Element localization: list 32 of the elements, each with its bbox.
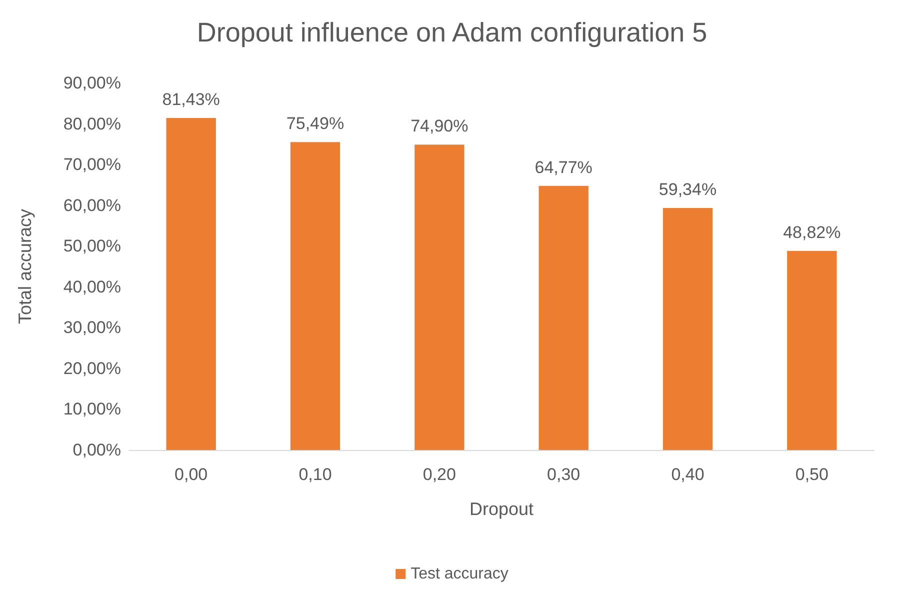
data-label: 75,49% (286, 114, 344, 134)
y-tick-label: 30,00% (63, 318, 121, 338)
chart-title: Dropout influence on Adam configuration 5 (196, 18, 708, 48)
bar (166, 118, 216, 450)
y-axis-title: Total accuracy (15, 208, 35, 324)
x-tick-label: 0,00 (174, 465, 208, 484)
x-axis-title: Dropout (469, 499, 534, 519)
x-tick-label: 0,30 (547, 465, 580, 484)
y-tick-label: 70,00% (63, 155, 121, 174)
y-tick-label: 80,00% (63, 114, 121, 134)
data-label: 59,34% (658, 180, 717, 200)
bar (787, 250, 837, 450)
y-tick-label: 90,00% (63, 74, 121, 92)
bar (290, 142, 340, 450)
data-label: 81,43% (162, 90, 220, 109)
y-tick-label: 0,00% (72, 440, 121, 460)
x-tick-label: 0,10 (298, 465, 332, 484)
x-tick-label: 0,50 (795, 465, 828, 484)
data-label: 64,77% (534, 158, 592, 177)
y-tick-label: 40,00% (63, 277, 121, 296)
y-tick-label: 50,00% (63, 236, 121, 256)
y-tick-label: 10,00% (63, 400, 121, 419)
x-tick-label: 0,20 (422, 465, 456, 484)
y-tick-label: 60,00% (63, 196, 121, 215)
bar (662, 208, 713, 450)
x-tick-label: 0,40 (671, 465, 704, 484)
data-label: 48,82% (783, 222, 841, 242)
legend-label: Test accuracy (410, 566, 508, 582)
bar (414, 144, 464, 450)
data-label: 74,90% (410, 116, 468, 136)
bar (538, 186, 588, 450)
y-tick-label: 20,00% (63, 358, 121, 378)
